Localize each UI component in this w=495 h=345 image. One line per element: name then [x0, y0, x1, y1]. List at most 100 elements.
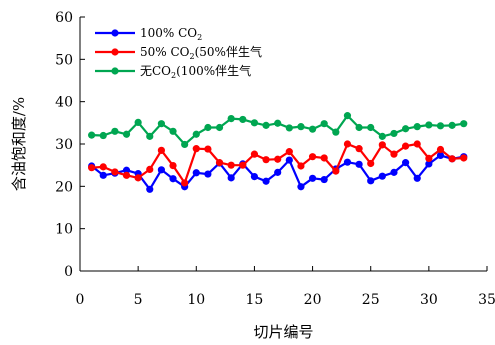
- series-3: [88, 112, 468, 149]
- data-point: [99, 163, 107, 171]
- x-tick-label: 15: [246, 292, 264, 308]
- data-point: [402, 142, 410, 150]
- data-point: [402, 159, 410, 167]
- data-point: [134, 174, 142, 182]
- data-point: [367, 159, 375, 168]
- data-point: [297, 183, 305, 191]
- legend-entry-1: 100% CO2: [95, 26, 202, 42]
- data-point: [192, 145, 200, 153]
- y-tick-label: 0: [64, 264, 73, 280]
- data-point: [425, 121, 433, 129]
- data-point: [285, 124, 293, 132]
- x-tick-label: 35: [478, 292, 495, 308]
- data-point: [99, 171, 107, 179]
- series-2: [88, 140, 468, 187]
- data-point: [332, 167, 340, 175]
- data-point: [157, 166, 165, 174]
- data-point: [122, 171, 131, 179]
- legend-label: 无CO2(100%伴生气: [140, 63, 251, 80]
- data-point: [367, 123, 375, 132]
- legend-marker: [111, 67, 119, 75]
- data-point: [343, 158, 352, 166]
- data-point: [378, 132, 386, 140]
- data-point: [239, 115, 247, 124]
- data-point: [274, 155, 282, 163]
- x-tick-label: 5: [134, 292, 143, 308]
- data-point: [204, 170, 212, 178]
- y-tick-label: 20: [55, 179, 73, 195]
- y-tick-label: 30: [55, 137, 73, 153]
- data-point: [390, 150, 398, 158]
- data-point: [250, 172, 259, 181]
- data-point: [146, 185, 154, 193]
- data-point: [204, 123, 212, 132]
- data-point: [367, 177, 375, 185]
- data-point: [425, 154, 433, 162]
- data-point: [343, 112, 352, 120]
- data-point: [204, 145, 212, 153]
- data-point: [297, 123, 305, 131]
- data-point: [274, 168, 282, 176]
- data-point: [460, 154, 468, 162]
- data-point: [436, 122, 445, 130]
- data-point: [239, 161, 247, 169]
- data-point: [192, 169, 200, 177]
- data-point: [88, 164, 96, 172]
- data-point: [355, 123, 363, 132]
- x-axis-title: 切片编号: [253, 323, 313, 341]
- data-point: [99, 131, 107, 140]
- data-point: [378, 141, 386, 149]
- data-point: [378, 172, 386, 180]
- data-point: [192, 130, 200, 138]
- y-tick-label: 50: [55, 52, 73, 68]
- x-tick-label: 20: [304, 292, 322, 308]
- data-point: [285, 148, 293, 156]
- data-point: [122, 130, 131, 138]
- legend-entry-3: 无CO2(100%伴生气: [95, 63, 251, 80]
- data-point: [413, 140, 421, 148]
- data-point: [308, 153, 317, 161]
- data-point: [215, 159, 224, 167]
- data-point: [169, 161, 177, 170]
- data-point: [227, 161, 235, 169]
- legend-marker: [111, 29, 119, 37]
- data-point: [146, 132, 154, 140]
- data-point: [181, 179, 189, 187]
- data-point: [390, 129, 398, 138]
- y-tick-label: 40: [55, 95, 73, 111]
- data-point: [308, 125, 317, 133]
- y-tick-label: 60: [55, 10, 73, 26]
- data-point: [262, 177, 270, 185]
- data-point: [308, 174, 317, 182]
- data-point: [134, 118, 142, 127]
- data-point: [448, 121, 456, 129]
- data-point: [436, 151, 445, 160]
- x-tick-label: 0: [76, 292, 85, 308]
- x-tick-label: 30: [420, 292, 438, 308]
- data-point: [111, 168, 119, 176]
- legend-label: 100% CO2: [140, 26, 202, 42]
- y-tick-label: 10: [55, 222, 73, 238]
- data-point: [262, 121, 270, 129]
- data-point: [88, 131, 96, 139]
- x-tick-label: 10: [187, 292, 205, 308]
- data-point: [227, 174, 235, 182]
- x-tick-label: 25: [362, 292, 380, 308]
- data-point: [332, 128, 340, 136]
- data-point: [320, 154, 328, 162]
- series-layer: [88, 112, 468, 193]
- data-point: [436, 145, 445, 154]
- data-point: [425, 160, 433, 168]
- data-point: [320, 175, 328, 184]
- data-point: [122, 166, 131, 174]
- data-point: [355, 145, 363, 153]
- data-point: [274, 119, 282, 127]
- data-point: [157, 120, 165, 128]
- data-point: [448, 155, 456, 163]
- data-point: [460, 120, 468, 128]
- data-point: [402, 125, 410, 133]
- data-point: [285, 156, 293, 164]
